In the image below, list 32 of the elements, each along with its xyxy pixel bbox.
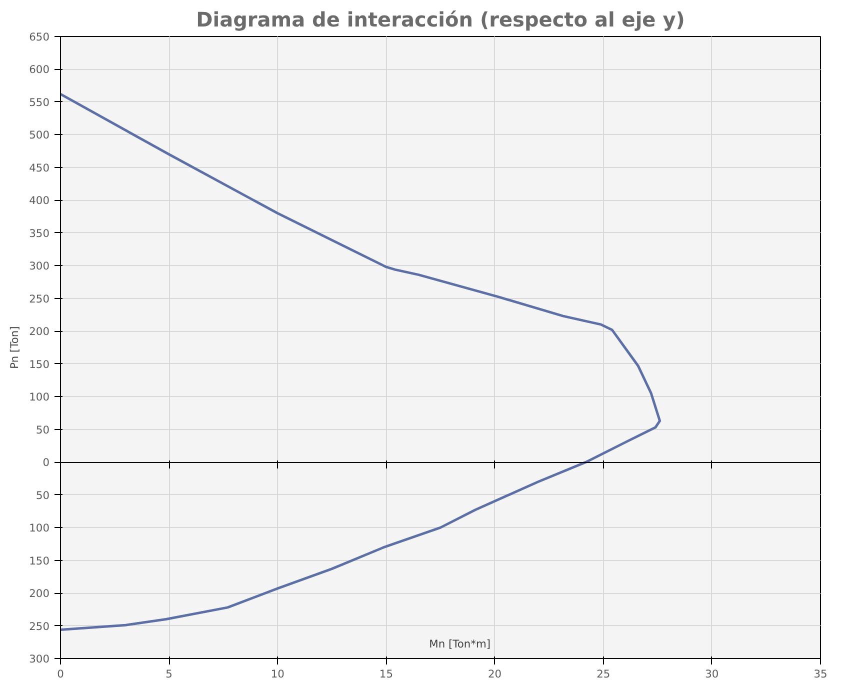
y-axis-title: Pn [Ton] [8,326,22,369]
y-tick-label: 550 [29,96,50,109]
x-tick-label: 0 [57,668,64,680]
x-tick-label: 15 [379,668,393,680]
y-tick-label: 350 [29,226,50,240]
y-tick-label: 200 [29,587,50,600]
chart-title: Diagrama de interacción (respecto al eje y) [196,8,685,32]
y-tick-label: 100 [29,522,50,535]
x-tick-label: 30 [705,668,719,680]
x-tick-label: 35 [814,668,828,680]
x-tick-label: 10 [270,668,285,680]
y-tick-label: 400 [29,194,50,208]
y-tick-label: 150 [29,554,50,568]
x-axis-title: Mn [Ton*m] [429,638,491,650]
y-tick-label: 250 [29,620,50,633]
y-tick-label: 300 [29,260,50,273]
y-tick-label: 450 [29,161,50,174]
y-tick-label: 0 [42,456,50,470]
y-tick-label: 250 [29,292,50,306]
x-tick-label: 20 [488,668,502,680]
y-tick-label: 500 [29,128,50,142]
y-tick-label: 600 [29,63,50,76]
x-tick-label: 25 [596,668,610,680]
y-tick-label: 100 [29,390,50,404]
y-tick-label: 300 [29,652,50,666]
y-tick-label: 150 [29,358,50,371]
y-tick-label: 650 [29,30,50,44]
line-series [60,92,662,631]
y-tick-label: 50 [36,488,50,502]
y-tick-label: 200 [29,325,50,338]
x-tick-label: 5 [166,668,172,680]
y-tick-label: 50 [36,423,50,436]
